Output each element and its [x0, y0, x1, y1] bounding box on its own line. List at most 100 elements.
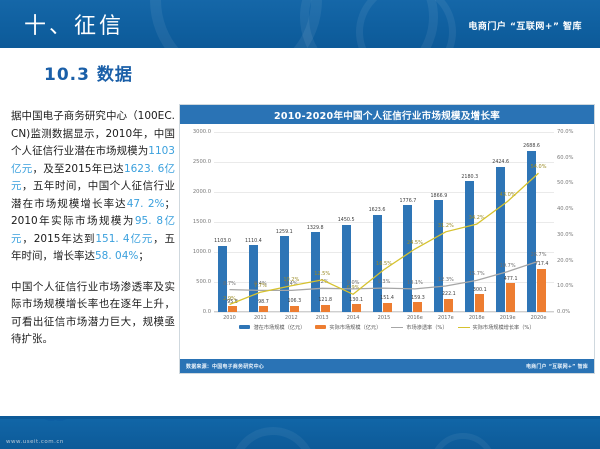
- chart-bar-value-label: 2424.6: [492, 160, 510, 166]
- chart-bar-value-label: 106.3: [287, 299, 302, 305]
- y2-axis-tick: 50.0%: [557, 180, 574, 187]
- chart-line-value-label: 9.2%: [315, 279, 329, 286]
- chart-bar[interactable]: 1103.0: [214, 239, 231, 312]
- slide-footer: CECRC 中国电子商务研究中心 www.100EC.cn 《2016年(上)中…: [0, 419, 600, 449]
- chart-line-value-label: 43.0%: [499, 192, 516, 199]
- chart-bar-value-label: 130.1: [349, 297, 363, 303]
- chart-bar-value-label: 98.7: [258, 299, 269, 305]
- chart-bar-value-label: 151.4: [380, 296, 394, 302]
- chart-bar[interactable]: 300.1: [473, 288, 487, 312]
- y-axis-tick: 0.0: [202, 309, 211, 315]
- chart-bar-value-label: 1450.5: [337, 218, 355, 224]
- legend-label: 实际市场规模（亿元）: [329, 324, 382, 331]
- paragraph-1: 据中国电子商务研究中心（100EC. CN)监测数据显示，2010年，中国个人征…: [11, 108, 175, 266]
- decorative-swirl-icon: [356, 0, 456, 48]
- chart-bar-group[interactable]: 2688.6 717.4 2020e: [523, 132, 554, 321]
- chart-bar-value-label: 2180.3: [461, 174, 479, 180]
- chart-bar[interactable]: 95.8: [227, 300, 238, 312]
- legend-label: 潜在市场规模（亿元）: [253, 324, 306, 331]
- chart-gridline: [214, 132, 554, 133]
- header-divider: [0, 48, 600, 51]
- chart-gridline: [214, 312, 554, 313]
- body-text: 据中国电子商务研究中心（100EC. CN)监测数据显示，2010年，中国个人征…: [11, 108, 175, 362]
- chart-bar-value-label: 1259.1: [275, 229, 293, 235]
- p1-highlight-1: 1103亿元: [11, 145, 175, 175]
- chart-bar-value-label: 717.4: [534, 262, 549, 268]
- chart-bar[interactable]: 2688.6: [523, 144, 540, 312]
- chart-line-value-label: 10.2%: [283, 276, 300, 283]
- chart-bar[interactable]: 2424.6: [492, 160, 509, 312]
- chart-bar[interactable]: 130.1: [349, 298, 363, 312]
- p1-highlight-2: 1623. 6亿元: [11, 162, 176, 193]
- chart-bar-value-label: 1776.7: [399, 198, 417, 204]
- chart-source-left: 数据来源：中国电子商务研究中心: [186, 363, 265, 370]
- y2-axis-tick: 60.0%: [557, 154, 574, 161]
- p1-part-g: ；: [138, 250, 149, 262]
- legend-swatch-icon: [391, 326, 404, 328]
- y2-axis-tick: 10.0%: [557, 283, 574, 290]
- chart-bar[interactable]: 222.1: [442, 292, 456, 312]
- chart-plot: 0.0 500.0 1000.0 1500.0 2000.0 2500.0 3000.0 0.…: [193, 129, 574, 321]
- p1-highlight-6: 58. 04%: [95, 250, 139, 262]
- p1-part-c: ，五年时间，中国个人征信行业潜在市场规模增长率达: [11, 180, 176, 210]
- page-title: 十、征信: [24, 14, 125, 39]
- legend-item[interactable]: 市场渗透率（%）: [391, 324, 448, 331]
- chart-title: 2010-2020年中国个人征信行业市场规模及增长率: [180, 105, 594, 124]
- p1-highlight-4: 95. 8亿元: [11, 215, 175, 245]
- legend-label: 市场渗透率（%）: [406, 324, 448, 331]
- y2-axis-tick: 40.0%: [557, 206, 574, 213]
- chart-bar-value-label: 159.3: [411, 295, 425, 301]
- chart-line-value-label: 2.9%: [223, 295, 236, 302]
- x-axis-tick: 2012: [284, 315, 298, 321]
- chart-bar[interactable]: 717.4: [535, 262, 548, 312]
- chart-bar-group[interactable]: 2180.3 300.1 2018e: [461, 132, 492, 321]
- chart-bar[interactable]: 1110.4: [245, 239, 262, 312]
- chart-bar-value-label: 1103.0: [214, 239, 231, 245]
- x-axis-tick: 2017e: [437, 315, 454, 321]
- p1-part-f: ，五年时间，增长率达: [11, 232, 176, 263]
- chart-line-value-label: 8.7%: [223, 280, 236, 287]
- chart-legend: 潜在市场规模（亿元） 实际市场规模（亿元） 市场渗透率（%） 实际市场规模增长率（%）: [180, 320, 594, 334]
- y-axis-tick: 2000.0: [192, 189, 211, 195]
- chart-bar-value-label: 300.1: [472, 287, 487, 293]
- chart-bar[interactable]: 477.1: [504, 277, 518, 312]
- legend-swatch-icon: [315, 325, 327, 329]
- chart-bar-value-label: 477.1: [503, 276, 518, 282]
- paragraph-2: 中国个人征信行业市场渗透率及实际市场规模增长率也在逐年上升，可看出征信市场潜力巨…: [11, 280, 175, 346]
- x-axis-tick: 2010: [223, 315, 236, 321]
- chart-line-value-label: 31.2%: [437, 222, 454, 229]
- chart-bar-value-label: 2688.6: [523, 144, 540, 150]
- chart-bar[interactable]: 121.8: [318, 298, 332, 312]
- chart-line-value-label: 6.9%: [346, 285, 360, 292]
- chart-line-value-label: 24.5%: [406, 240, 423, 246]
- x-axis-tick: 2020e: [530, 315, 547, 321]
- chart-bar-group[interactable]: 2424.6 477.1 2019e: [492, 132, 523, 321]
- slide-header: 十、征信 电商门户 “互联网+” 智库: [0, 0, 600, 48]
- legend-item[interactable]: 实际市场规模增长率（%）: [457, 324, 535, 331]
- legend-swatch-icon: [457, 326, 470, 328]
- chart-line-value-label: 54.0%: [530, 164, 547, 171]
- x-axis-tick: 2016e: [407, 315, 423, 321]
- chart-line-value-label: 15.7%: [468, 271, 485, 278]
- chart-line-value-label: 7.7%: [254, 283, 267, 290]
- brand-logo: CECRC 中国电子商务研究中心 www.100EC.cn: [40, 419, 190, 421]
- y-axis-tick: 1500.0: [192, 219, 211, 225]
- legend-label: 实际市场规模增长率（%）: [472, 324, 535, 331]
- chart-bar[interactable]: 98.7: [258, 300, 269, 312]
- p1-part-a: 据中国电子商务研究中心（100EC. CN)监测数据显示，2010年，中国个人征…: [11, 110, 175, 157]
- y-axis-tick: 500.0: [196, 279, 211, 285]
- p1-part-d: ；2010年实际市场规模为: [11, 197, 176, 228]
- watermark: www.useit.com.cn: [6, 439, 64, 445]
- chart-bar[interactable]: 151.4: [380, 296, 394, 312]
- chart-bar[interactable]: 159.3: [411, 296, 425, 312]
- logo-url[interactable]: www.100EC.cn: [75, 419, 190, 421]
- chart-line-value-label: 16.5%: [376, 260, 392, 267]
- legend-item[interactable]: 潜在市场规模（亿元）: [239, 324, 305, 331]
- y-axis-tick: 2500.0: [192, 159, 211, 165]
- chart-bar[interactable]: 106.3: [287, 299, 301, 312]
- logo-abbr: CECRC: [40, 419, 59, 420]
- chart-bar-value-label: 1623.6: [368, 208, 386, 214]
- decorative-swirl-icon: [150, 0, 322, 48]
- legend-item[interactable]: 实际市场规模（亿元）: [315, 324, 381, 331]
